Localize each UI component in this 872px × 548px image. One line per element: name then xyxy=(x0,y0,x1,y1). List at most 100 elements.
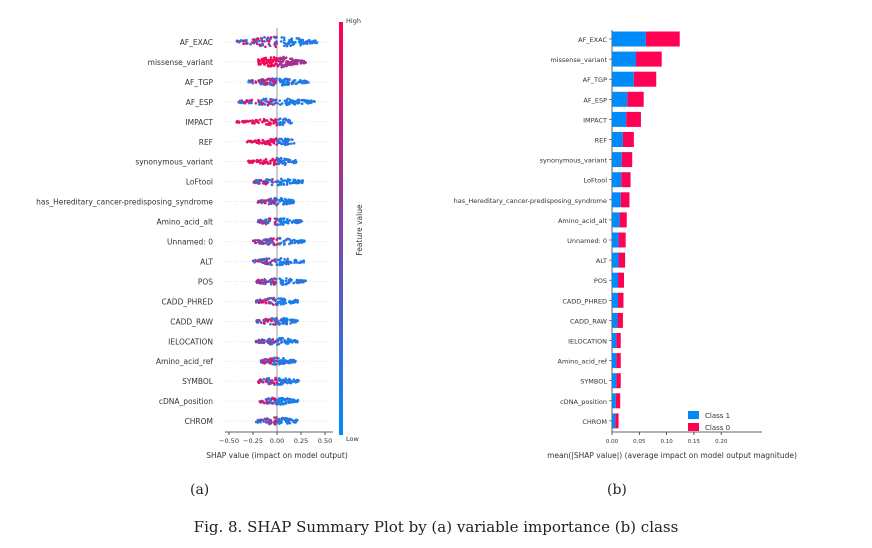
shap-point xyxy=(283,41,286,45)
shap-point xyxy=(286,397,289,400)
shap-point xyxy=(270,319,273,323)
shap-point xyxy=(255,319,259,322)
shap-point xyxy=(292,62,295,66)
shap-point xyxy=(271,178,274,181)
shap-point xyxy=(264,421,268,424)
shap-point xyxy=(265,123,268,126)
shap-point xyxy=(301,39,305,43)
shap-point xyxy=(264,259,267,262)
shap-point xyxy=(293,241,297,245)
shap-point xyxy=(299,59,303,63)
shap-point xyxy=(291,199,295,202)
shap-point xyxy=(279,177,283,181)
shap-point xyxy=(298,220,301,223)
shap-point xyxy=(258,180,261,184)
shap-point xyxy=(265,378,268,382)
shap-point xyxy=(272,160,276,164)
shap-point xyxy=(273,416,276,419)
shap-point xyxy=(258,379,261,382)
shap-point xyxy=(282,381,285,384)
shap-point xyxy=(275,223,278,227)
shap-point xyxy=(275,419,278,423)
shap-point xyxy=(245,39,248,42)
shap-point xyxy=(264,340,268,343)
bar-class-0 xyxy=(619,212,627,228)
shap-point xyxy=(273,120,276,124)
category-label: AF_TGP xyxy=(583,76,607,84)
shap-point xyxy=(269,58,273,62)
shap-point xyxy=(294,158,297,162)
shap-point xyxy=(267,301,271,304)
shap-point xyxy=(258,258,262,261)
shap-point xyxy=(259,62,262,66)
shap-point xyxy=(301,279,304,282)
shap-point xyxy=(258,103,262,106)
shap-point xyxy=(278,121,281,125)
bar-class-1 xyxy=(612,212,620,228)
shap-point xyxy=(290,82,294,86)
bar-class-1 xyxy=(612,71,634,87)
shap-point xyxy=(289,57,292,61)
shap-point xyxy=(288,418,292,422)
shap-point xyxy=(302,281,305,284)
shap-point xyxy=(260,260,263,263)
shap-point xyxy=(265,257,269,260)
shap-point xyxy=(288,361,291,365)
shap-point xyxy=(268,81,272,84)
shap-point xyxy=(272,35,276,39)
shap-point xyxy=(275,123,279,127)
shap-point xyxy=(301,80,305,84)
bar-class-1 xyxy=(612,353,617,369)
shap-point xyxy=(298,179,301,183)
shap-point xyxy=(294,400,297,403)
shap-point xyxy=(277,242,280,246)
shap-point xyxy=(297,37,301,40)
shap-point xyxy=(278,237,282,240)
shap-point xyxy=(275,56,278,60)
shap-point xyxy=(248,99,251,102)
shap-point xyxy=(243,100,246,104)
shap-point xyxy=(262,420,266,423)
shap-point xyxy=(289,380,292,383)
shap-point xyxy=(295,99,299,103)
bar-class-0 xyxy=(645,31,680,47)
shap-point xyxy=(263,417,267,421)
bar-class-0 xyxy=(622,132,634,147)
shap-point xyxy=(284,402,288,405)
shap-point xyxy=(287,339,291,343)
shap-point xyxy=(262,57,265,60)
shap-point xyxy=(269,56,273,59)
shap-point xyxy=(278,78,281,82)
bar-class-1 xyxy=(612,272,619,288)
shap-point xyxy=(285,260,288,264)
shap-point xyxy=(275,263,279,266)
shap-point xyxy=(272,277,276,280)
feature-label: AF_TGP xyxy=(185,78,214,87)
shap-point xyxy=(278,198,282,202)
shap-point xyxy=(267,378,271,382)
shap-point xyxy=(296,279,300,283)
colorbar-high-label: High xyxy=(346,17,361,25)
shap-point xyxy=(266,139,270,143)
shap-point xyxy=(299,43,302,47)
bar-class-0 xyxy=(620,192,630,208)
shap-point xyxy=(267,103,270,106)
shap-point xyxy=(286,83,289,87)
shap-point xyxy=(284,301,288,305)
shap-point xyxy=(284,199,288,202)
shap-point xyxy=(245,140,249,144)
bar-class-1 xyxy=(612,413,616,429)
feature-label: cDNA_position xyxy=(159,397,213,406)
shap-point xyxy=(257,199,260,203)
shap-point xyxy=(288,158,291,162)
shap-point xyxy=(260,79,264,82)
shap-point xyxy=(281,80,284,84)
shap-point xyxy=(281,222,285,225)
shap-point xyxy=(266,178,269,181)
shap-point xyxy=(249,80,253,84)
shap-point xyxy=(267,401,271,405)
shap-point xyxy=(262,318,265,322)
shap-point xyxy=(262,338,265,342)
shap-point xyxy=(277,157,281,161)
shap-point xyxy=(279,223,282,226)
